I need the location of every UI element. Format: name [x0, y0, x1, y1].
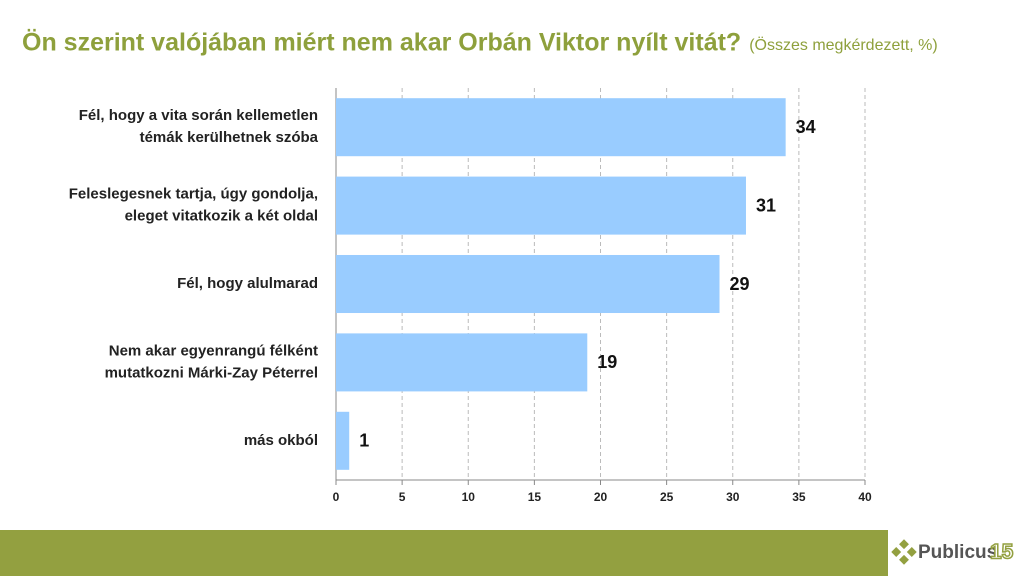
- chart-subtitle: (Összes megkérdezett, %): [749, 36, 938, 54]
- y-tick-label: Fél, hogy alulmarad: [177, 275, 318, 292]
- x-tick-label: 10: [462, 490, 476, 504]
- y-tick-label: Feleslegesnek tartja, úgy gondolja,: [69, 186, 318, 203]
- bar: [336, 98, 786, 157]
- logo-number: 15: [990, 541, 1014, 564]
- bar: [336, 333, 588, 392]
- y-tick-label: Fél, hogy a vita során kellemetlen: [79, 107, 318, 124]
- x-tick-label: 30: [726, 490, 740, 504]
- logo-icon: [891, 539, 917, 565]
- value-label: 31: [756, 195, 776, 215]
- chart-title: Ön szerint valójában miért nem akar Orbá…: [22, 28, 741, 57]
- x-tick-label: 35: [792, 490, 806, 504]
- bar: [336, 254, 720, 314]
- y-tick-label: témák kerülhetnek szóba: [140, 129, 319, 146]
- y-tick-label: más okból: [244, 432, 318, 449]
- logo-name: Publicus: [918, 542, 997, 563]
- logo: Publicus 15: [891, 539, 1014, 565]
- y-tick-label: mutatkozni Márki-Zay Péterrel: [105, 364, 318, 381]
- x-tick-label: 0: [333, 490, 340, 504]
- y-tick-label: Nem akar egyenrangú félként: [109, 342, 318, 359]
- y-tick-label: eleget vitatkozik a két oldal: [125, 208, 318, 225]
- x-tick-label: 25: [660, 490, 674, 504]
- footer-band: [0, 530, 888, 576]
- value-label: 34: [796, 117, 816, 137]
- x-tick-label: 5: [399, 490, 406, 504]
- bar: [336, 411, 350, 470]
- value-label: 19: [597, 352, 617, 372]
- x-tick-label: 20: [594, 490, 608, 504]
- value-label: 1: [359, 431, 369, 451]
- bar: [336, 176, 746, 235]
- x-tick-label: 40: [858, 490, 872, 504]
- value-label: 29: [730, 274, 750, 294]
- x-tick-label: 15: [528, 490, 542, 504]
